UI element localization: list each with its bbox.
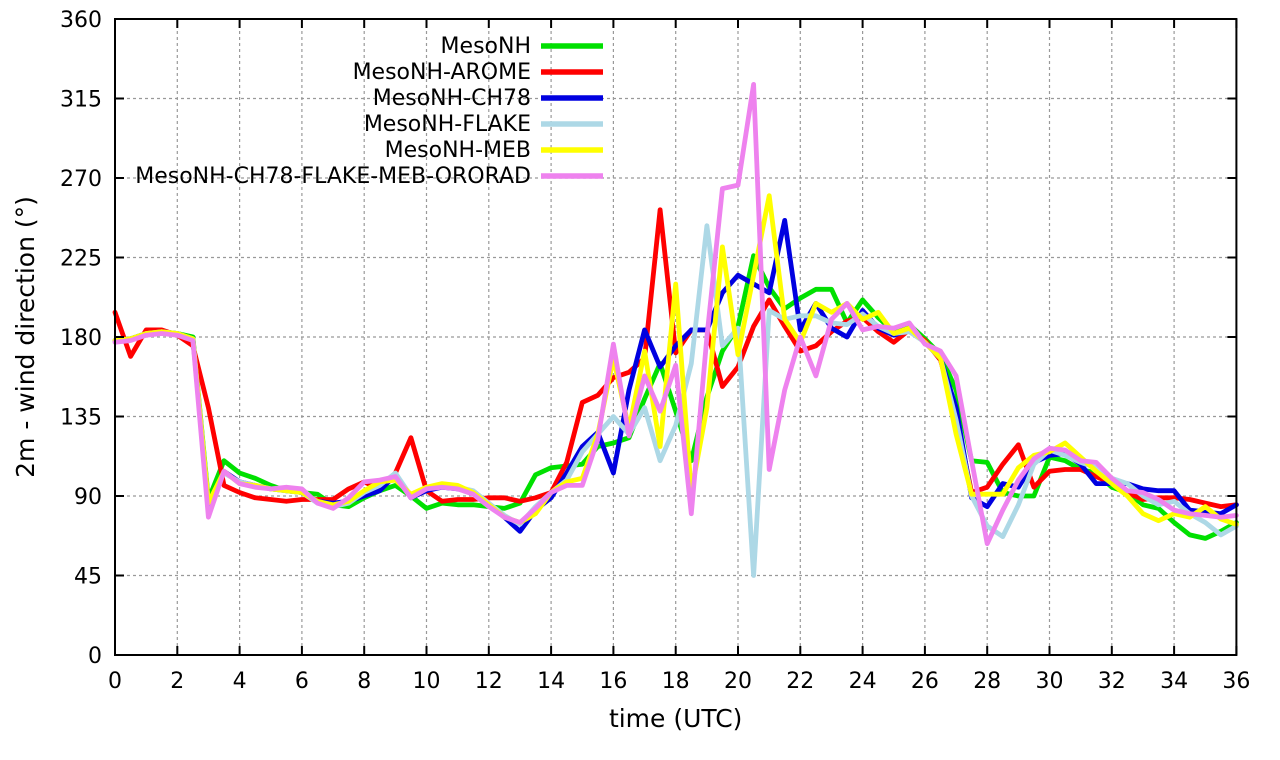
y-tick-label: 180 bbox=[60, 326, 102, 351]
x-tick-label: 14 bbox=[537, 669, 565, 694]
y-tick-label: 315 bbox=[60, 88, 102, 113]
legend-entry: MesoNH-FLAKE bbox=[364, 112, 603, 137]
x-tick-label: 28 bbox=[973, 669, 1001, 694]
y-tick-label: 45 bbox=[74, 565, 102, 590]
x-tick-label: 32 bbox=[1098, 669, 1126, 694]
series-line-mesonh-ch78-flake-meb-ororad bbox=[112, 82, 1239, 547]
legend-label: MesoNH bbox=[441, 34, 531, 59]
y-tick-label: 135 bbox=[60, 406, 102, 431]
legend-label: MesoNH-CH78-FLAKE-MEB-ORORAD bbox=[135, 164, 531, 189]
x-tick-label: 12 bbox=[475, 669, 503, 694]
legend-label: MesoNH-AROME bbox=[353, 60, 531, 85]
legend-label: MesoNH-MEB bbox=[385, 138, 531, 163]
y-tick-label: 270 bbox=[60, 167, 102, 192]
legend-entry: MesoNH-CH78-FLAKE-MEB-ORORAD bbox=[135, 164, 603, 189]
y-tick-label: 225 bbox=[60, 247, 102, 272]
x-tick-label: 22 bbox=[786, 669, 814, 694]
x-tick-label: 34 bbox=[1160, 669, 1188, 694]
series-line-mesonh-arome bbox=[112, 207, 1239, 510]
x-tick-label: 16 bbox=[599, 669, 627, 694]
legend-label: MesoNH-CH78 bbox=[373, 86, 531, 111]
x-tick-label: 0 bbox=[108, 669, 122, 694]
legend-entry: MesoNH bbox=[441, 34, 603, 59]
x-tick-label: 20 bbox=[724, 669, 752, 694]
legend-entry: MesoNH-AROME bbox=[353, 60, 603, 85]
legend-label: MesoNH-FLAKE bbox=[364, 112, 531, 137]
x-tick-label: 10 bbox=[413, 669, 441, 694]
x-tick-label: 6 bbox=[295, 669, 309, 694]
x-tick-label: 18 bbox=[662, 669, 690, 694]
legend-entry: MesoNH-CH78 bbox=[373, 86, 603, 111]
y-tick-label: 0 bbox=[88, 644, 102, 669]
x-tick-label: 26 bbox=[911, 669, 939, 694]
y-tick-label: 360 bbox=[60, 8, 102, 33]
x-axis-label: time (UTC) bbox=[609, 704, 743, 733]
y-axis-label: 2m - wind direction (°) bbox=[11, 196, 40, 478]
x-tick-label: 36 bbox=[1222, 669, 1250, 694]
x-tick-label: 4 bbox=[233, 669, 247, 694]
x-tick-label: 2 bbox=[170, 669, 184, 694]
series-line-mesonh-meb bbox=[112, 193, 1239, 527]
x-tick-label: 30 bbox=[1036, 669, 1064, 694]
x-tick-label: 8 bbox=[357, 669, 371, 694]
x-tick-label: 24 bbox=[849, 669, 877, 694]
y-tick-label: 90 bbox=[74, 485, 102, 510]
legend-entry: MesoNH-MEB bbox=[385, 138, 603, 163]
